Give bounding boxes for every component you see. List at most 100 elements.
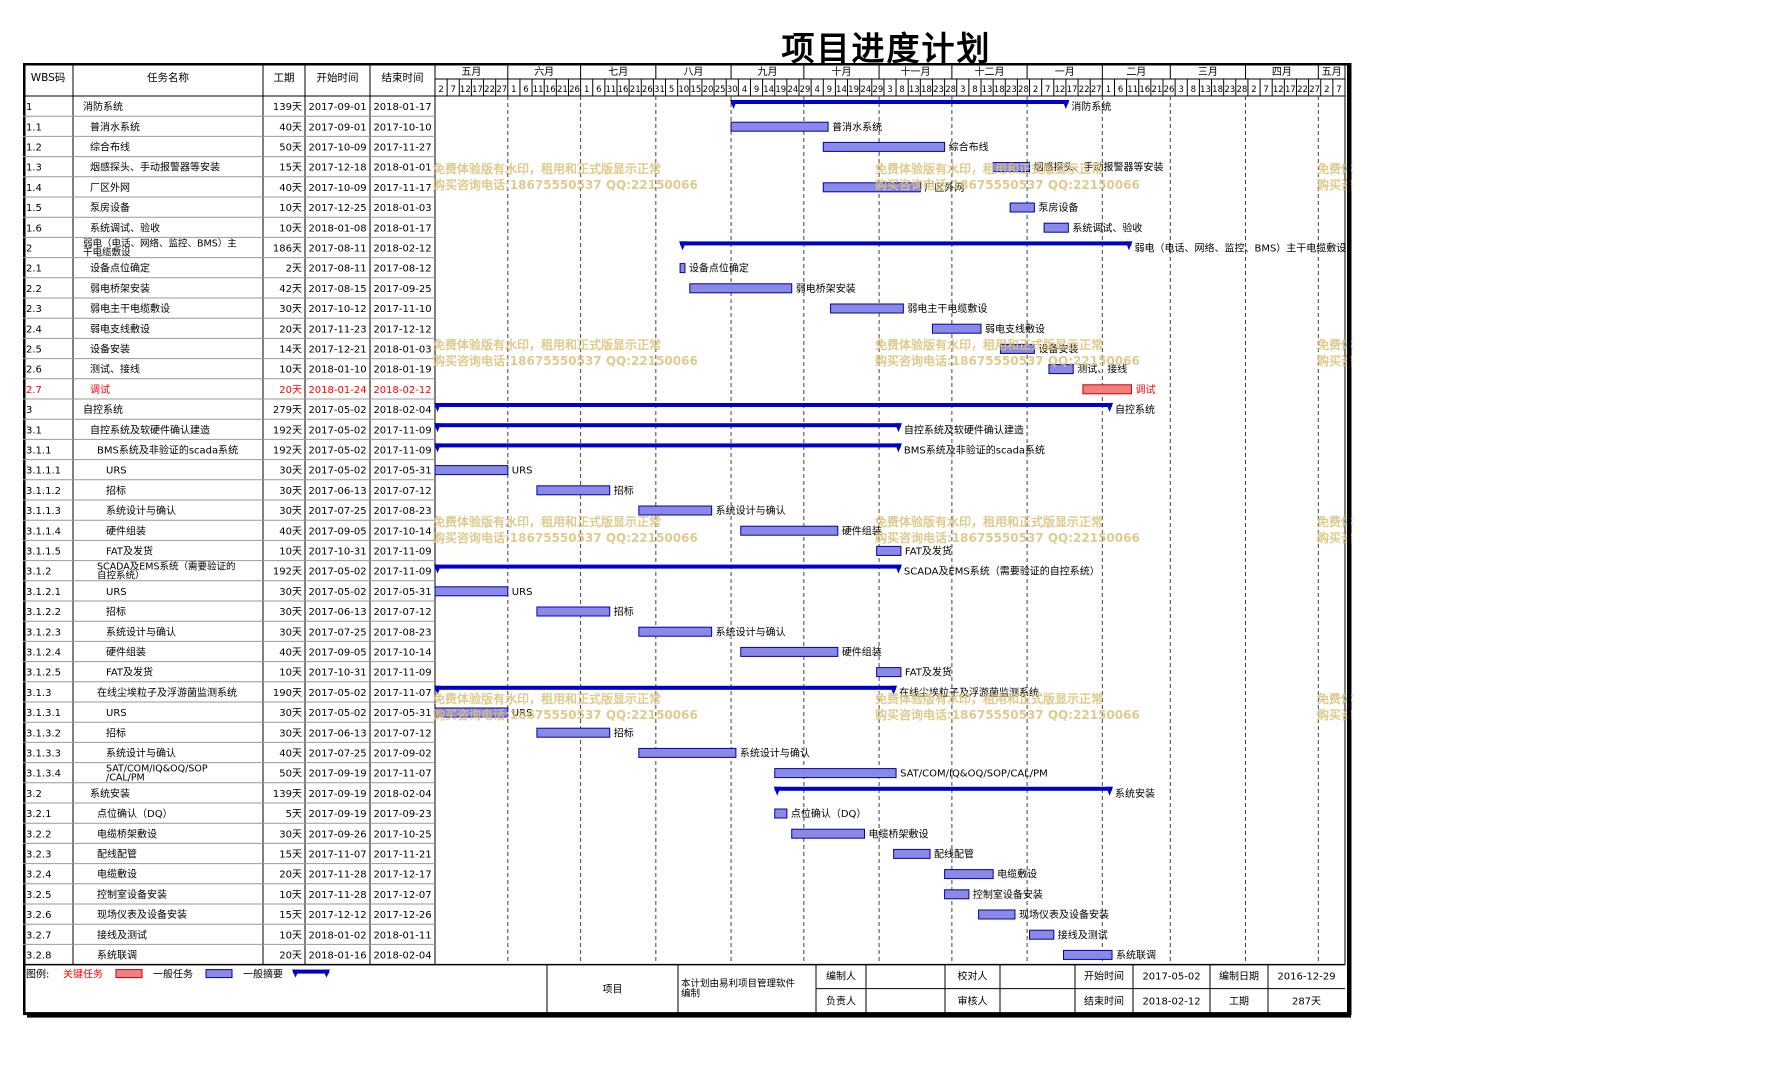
end-date-cell: 2017-07-12 bbox=[373, 728, 431, 739]
footer-compiled-label: 编制日期 bbox=[1219, 970, 1259, 983]
duration-cell: 15天 bbox=[279, 850, 302, 861]
day-tick-label: 8 bbox=[1191, 85, 1196, 95]
day-tick-label: 3 bbox=[1178, 85, 1183, 95]
end-date-cell: 2018-01-11 bbox=[373, 930, 431, 941]
task-name-cell: 消防系统 bbox=[83, 100, 123, 113]
watermark-text: 购买咨询电话:18675550537 QQ:22150066 bbox=[875, 530, 1140, 545]
start-date-cell: 2017-05-02 bbox=[308, 425, 366, 436]
day-tick-label: 21 bbox=[1152, 85, 1163, 95]
wbs-cell: 3.2.5 bbox=[26, 890, 51, 901]
task-name-cell: 普消水系统 bbox=[90, 120, 140, 133]
task-name-cell: 干电缆敷设 bbox=[83, 247, 131, 259]
day-tick-label: 12 bbox=[1054, 85, 1065, 95]
watermark-text: 免费体验版有水印，租用和正式版显示正常 bbox=[875, 514, 1103, 529]
end-date-cell: 2017-09-02 bbox=[373, 749, 431, 760]
month-label: 二月 bbox=[1126, 66, 1146, 78]
task-name-cell: 电缆桥架敷设 bbox=[97, 827, 157, 840]
duration-cell: 20天 bbox=[279, 385, 302, 396]
duration-cell: 40天 bbox=[279, 648, 302, 659]
start-date-cell: 2017-11-23 bbox=[308, 324, 366, 335]
task-name-cell: 综合布线 bbox=[90, 141, 130, 154]
task-name-cell: 设备点位确定 bbox=[90, 262, 150, 275]
start-date-cell: 2017-12-21 bbox=[308, 345, 366, 356]
summary-bar-end-cap bbox=[1062, 100, 1070, 109]
task-bar bbox=[434, 465, 509, 476]
bar-label: 弱电（电话、网络、监控、BMS）主干电缆敷设 bbox=[1134, 242, 1346, 255]
bar-label: URS bbox=[512, 587, 533, 598]
start-date-cell: 2017-09-19 bbox=[308, 789, 366, 800]
start-date-cell: 2017-08-15 bbox=[308, 284, 366, 295]
duration-cell: 10天 bbox=[279, 890, 302, 901]
task-bar bbox=[689, 283, 793, 294]
task-name-cell: 控制室设备安装 bbox=[97, 888, 167, 901]
task-name-cell: 系统设计与确认 bbox=[106, 504, 176, 517]
wbs-cell: 1.6 bbox=[26, 223, 42, 234]
day-tick-label: 18 bbox=[921, 85, 932, 95]
bar-label: 点位确认（DQ） bbox=[791, 807, 867, 820]
task-name-cell: 测试、接线 bbox=[90, 363, 140, 376]
day-tick-label: 16 bbox=[1139, 85, 1150, 95]
month-label: 十一月 bbox=[900, 65, 930, 78]
day-tick-label: 31 bbox=[654, 85, 665, 95]
summary-bar bbox=[731, 100, 1069, 104]
day-tick-label: 4 bbox=[742, 85, 747, 95]
end-date-cell: 2018-02-04 bbox=[373, 405, 431, 416]
task-bar bbox=[992, 162, 1031, 173]
end-date-cell: 2018-01-19 bbox=[373, 365, 431, 376]
start-date-cell: 2017-09-26 bbox=[308, 829, 366, 840]
legend-summary-label: 一般摘要 bbox=[243, 968, 283, 981]
wbs-cell: 2.4 bbox=[26, 324, 42, 335]
task-name-cell: 调试 bbox=[90, 383, 110, 396]
duration-cell: 20天 bbox=[279, 951, 302, 962]
day-tick-label: 17 bbox=[1067, 85, 1078, 95]
day-tick-label: 2 bbox=[1251, 85, 1256, 95]
task-name-cell: 自控系统 bbox=[83, 403, 123, 416]
summary-bar-end-cap bbox=[894, 564, 902, 574]
day-tick-label: 6 bbox=[596, 85, 601, 95]
duration-cell: 279天 bbox=[273, 405, 302, 416]
bar-label: 控制室设备安装 bbox=[973, 888, 1043, 901]
end-date-cell: 2017-11-09 bbox=[373, 446, 431, 457]
bar-label: 系统安装 bbox=[1115, 787, 1155, 800]
day-tick-label: 13 bbox=[982, 85, 993, 95]
day-tick-label: 6 bbox=[1118, 85, 1123, 95]
start-date-cell: 2017-05-02 bbox=[308, 466, 366, 477]
gantt-chart: WBS码 任务名称 工期 开始时间 结束时间 五月 六月 七月 八月 九月 十月 十一月 十二月 一月 二月… bbox=[22, 62, 1582, 1057]
task-bar bbox=[434, 586, 509, 597]
duration-cell: 192天 bbox=[273, 567, 302, 578]
start-date-cell: 2017-10-12 bbox=[308, 304, 366, 315]
bar-label: 系统联调 bbox=[1116, 949, 1156, 962]
task-name-cell: SAT/COM/IQ&OQ/SOP bbox=[106, 764, 208, 775]
task-name-cell: 接线及测试 bbox=[97, 928, 147, 941]
start-date-cell: 2017-09-19 bbox=[308, 769, 366, 780]
task-name-cell: 现场仪表及设备安装 bbox=[97, 908, 187, 921]
legend-task-label: 一般任务 bbox=[153, 968, 193, 981]
footer-end-value: 2018-02-12 bbox=[1142, 997, 1200, 1008]
task-bar bbox=[638, 626, 713, 637]
duration-cell: 30天 bbox=[279, 708, 302, 719]
day-tick-label: 19 bbox=[848, 85, 859, 95]
task-name-cell: URS bbox=[106, 587, 127, 598]
start-date-cell: 2017-08-11 bbox=[308, 244, 366, 255]
start-date-cell: 2017-07-25 bbox=[308, 627, 366, 638]
bar-label: 系统设计与确认 bbox=[716, 504, 786, 517]
day-tick-label: 27 bbox=[496, 85, 507, 95]
wbs-cell: 3.1.1.5 bbox=[26, 547, 61, 558]
bar-label: 在线尘埃粒子及浮游菌监测系统 bbox=[899, 686, 1039, 699]
end-date-cell: 2017-10-14 bbox=[373, 526, 431, 537]
end-date-cell: 2017-10-10 bbox=[373, 122, 431, 133]
duration-cell: 139天 bbox=[273, 789, 302, 800]
task-bar bbox=[1043, 222, 1069, 233]
summary-bar-start-cap bbox=[434, 423, 441, 433]
day-tick-label: 22 bbox=[1297, 85, 1308, 95]
duration-cell: 192天 bbox=[273, 425, 302, 436]
footer-owner-label: 负责人 bbox=[826, 995, 856, 1008]
day-tick-label: 19 bbox=[775, 85, 786, 95]
task-name-cell: /CAL/PM bbox=[106, 773, 145, 784]
day-tick-label: 2 bbox=[1324, 85, 1329, 95]
summary-bar bbox=[435, 403, 1113, 407]
task-name-cell: 招标 bbox=[106, 726, 126, 739]
watermark-text: 免费体验版有水印，租用和正式版显示正常 bbox=[433, 691, 661, 706]
start-date-cell: 2017-11-07 bbox=[308, 850, 366, 861]
end-date-cell: 2017-11-09 bbox=[373, 668, 431, 679]
